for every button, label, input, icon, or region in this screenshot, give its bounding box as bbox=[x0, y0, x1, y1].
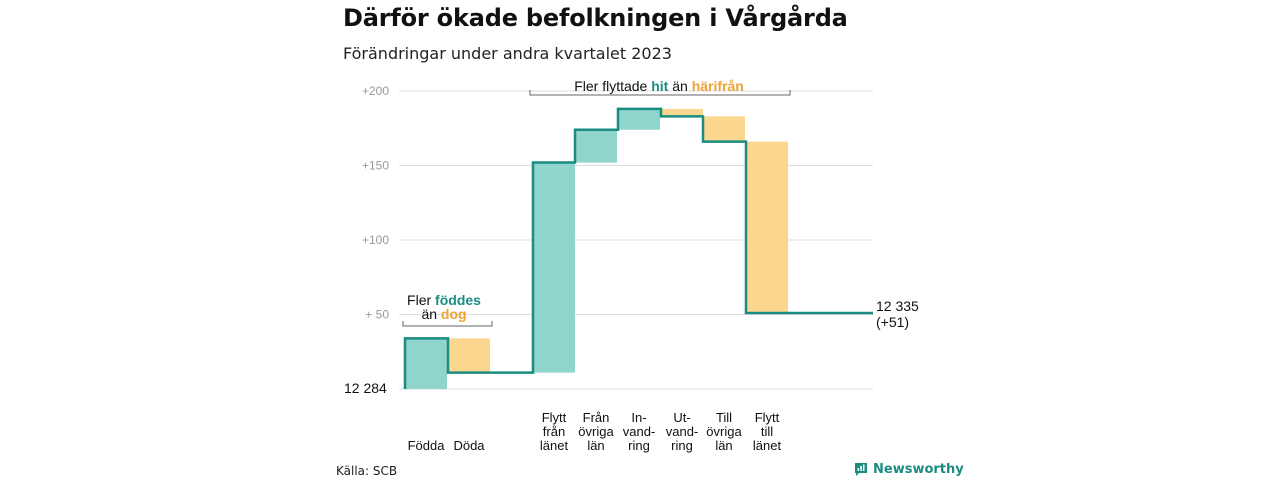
end-change-label: (+51) bbox=[876, 314, 909, 330]
end-value-label: 12 335 bbox=[876, 298, 919, 314]
category-label-3: Från övriga län bbox=[578, 410, 614, 453]
annotation-migration: Fler flyttade hit än härifrån bbox=[574, 78, 744, 94]
start-value-label: 12 284 bbox=[344, 380, 387, 396]
y-tick-label-3: +200 bbox=[362, 84, 389, 98]
source-label: Källa: SCB bbox=[336, 464, 398, 478]
step-line bbox=[403, 107, 873, 389]
logo-text: Newsworthy bbox=[873, 461, 964, 477]
bar-6 bbox=[703, 116, 745, 142]
category-label-0: Födda bbox=[408, 438, 446, 453]
bar-5 bbox=[661, 108, 703, 117]
category-label-2: Flytt från länet bbox=[540, 410, 569, 453]
bar-3 bbox=[575, 129, 617, 163]
annotation-births-line1: Fler föddes bbox=[407, 292, 481, 308]
newsworthy-logo[interactable]: Newsworthy bbox=[853, 461, 964, 477]
category-label-7: Flytt till länet bbox=[753, 410, 782, 453]
bar-chart-logo-icon bbox=[855, 463, 867, 476]
chart-title: Därför ökade befolkningen i Vårgårda bbox=[343, 4, 848, 32]
y-tick-label-1: +100 bbox=[362, 233, 389, 247]
category-label-6: Till övriga län bbox=[706, 410, 742, 453]
bar-0 bbox=[405, 338, 447, 389]
chart-subtitle: Förändringar under andra kvartalet 2023 bbox=[343, 44, 672, 63]
bar-2 bbox=[533, 162, 575, 373]
category-label-5: Ut-vand-ring bbox=[666, 410, 699, 453]
category-label-1: Döda bbox=[453, 438, 485, 453]
annotation-migration-bracket bbox=[529, 90, 791, 96]
y-tick-label-0: + 50 bbox=[365, 308, 389, 322]
y-tick-label-2: +150 bbox=[362, 159, 389, 173]
annotation-births-line2: än dog bbox=[421, 306, 466, 322]
bar-4 bbox=[618, 108, 660, 130]
bar-1 bbox=[448, 338, 490, 373]
annotation-births-bracket bbox=[402, 321, 493, 327]
bar-7 bbox=[746, 141, 788, 314]
category-label-4: In-vand-ring bbox=[623, 410, 656, 453]
